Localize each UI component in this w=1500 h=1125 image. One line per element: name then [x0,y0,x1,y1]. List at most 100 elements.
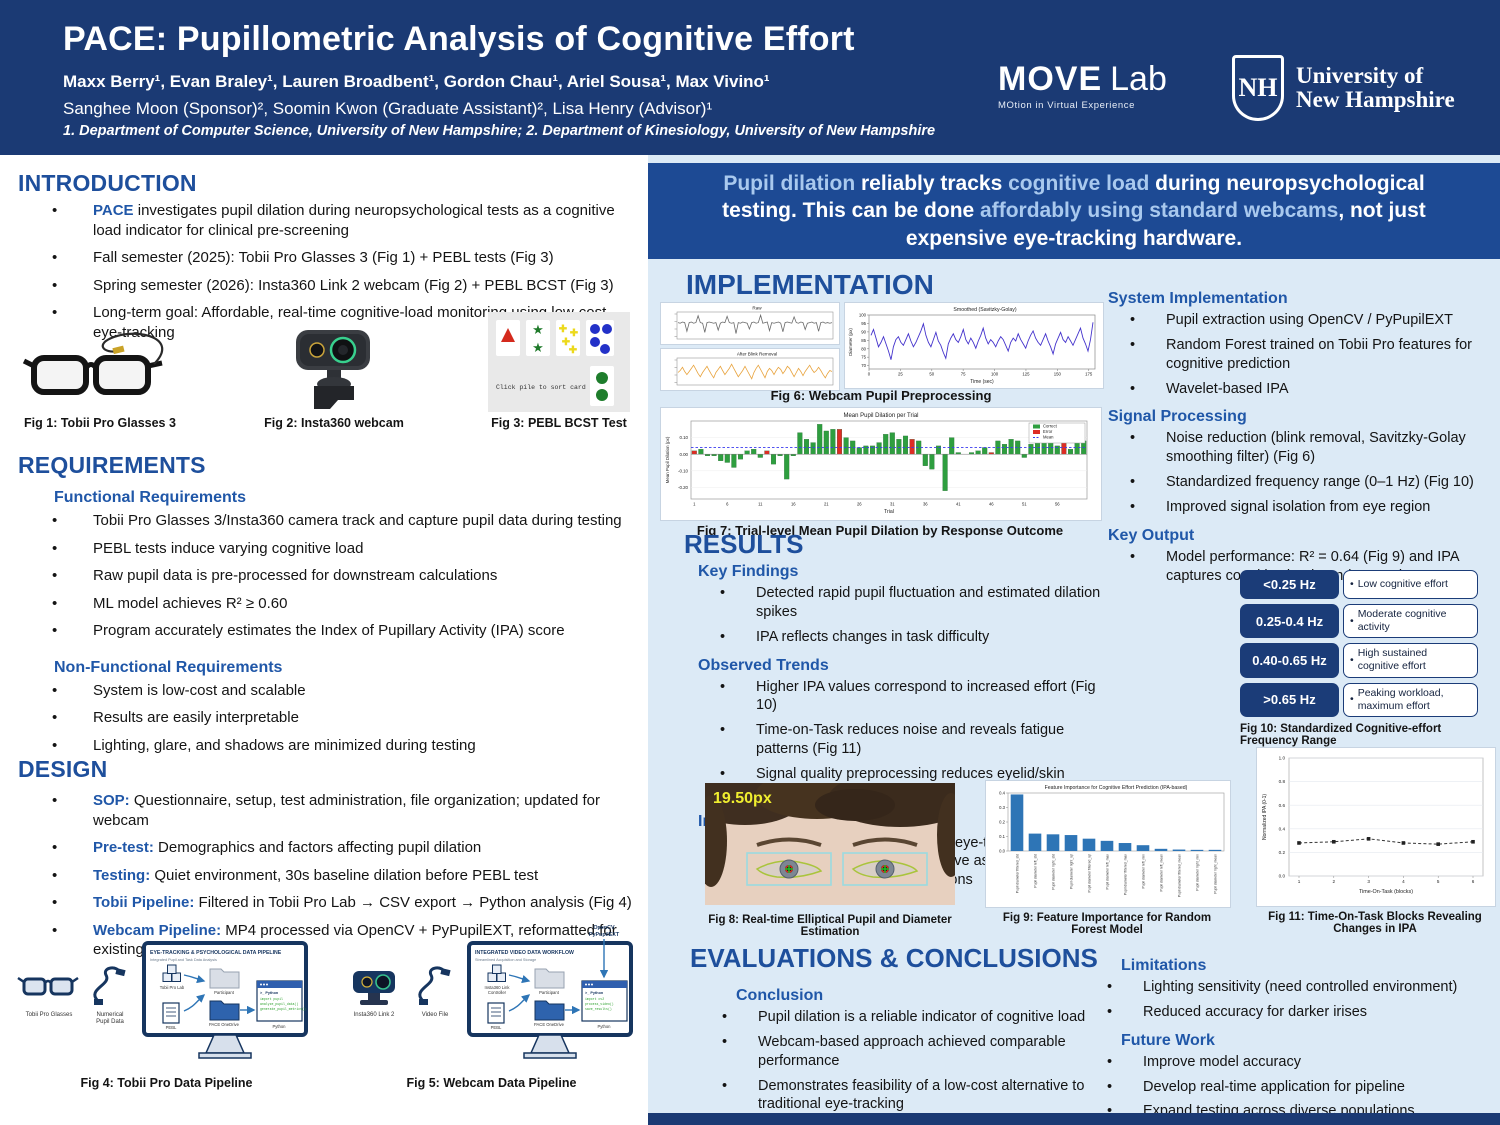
key-output-heading: Key Output [1108,526,1195,544]
limitations-block: Limitations Lighting sensitivity (need c… [1085,947,1490,1125]
system-impl-item: Wavelet-based IPA [1108,380,1496,399]
design-bullet: Tobii Pipeline: Filtered in Tobii Pro La… [18,893,640,913]
trend-item: Time-on-Task reduces noise and reveals f… [698,721,1108,759]
frequency-row: <0.25 Hz • Low cognitive effort [1240,570,1478,599]
intro-figures-row: Fig 1: Tobii Pro Glasses 3 Fig 2: Insta3… [20,312,630,430]
svg-text:✚: ✚ [562,337,571,348]
design-bullet: SOP: Questionnaire, setup, test administ… [18,791,640,830]
bottom-accent-bar [648,1113,1500,1125]
observed-trends-heading: Observed Trends [698,656,829,674]
svg-text:6: 6 [726,502,729,507]
functional-req-item: ML model achieves R² ≥ 0.60 [18,594,640,614]
svg-text:Python: Python [272,1024,286,1029]
svg-text:85: 85 [861,338,866,343]
svg-text:-0.20: -0.20 [678,485,689,490]
conclusion-item: Pupil dilation is a reliable indicator o… [700,1008,1090,1027]
key-statement-text: Pupil dilation reliably tracks cognitive… [722,172,1426,250]
svg-text:-0.10: -0.10 [678,468,689,473]
svg-text:Pupil diameter left_std: Pupil diameter left_std [1033,854,1037,888]
movelab-logo: MOVE Lab MOtion in Virtual Experience [998,60,1167,111]
svg-text:Pupil diameter filtered_mean: Pupil diameter filtered_mean [1177,854,1181,897]
svg-text:1: 1 [1298,879,1301,884]
frequency-desc: • Moderate cognitive activity [1343,604,1478,639]
svg-text:Participant: Participant [214,990,235,995]
fig4-caption: Fig 4: Tobii Pro Data Pipeline [80,1076,253,1090]
future-work-item: Improve model accuracy [1085,1053,1490,1072]
fig7-trial-dilation-chart: Mean Pupil Dilation per Trial -0.20 -0.10 0… [660,407,1102,521]
svg-text:import pupil: import pupil [260,997,283,1001]
unh-logo: NH University of New Hampshire [1232,55,1455,121]
requirements-heading: REQUIREMENTS [18,452,206,478]
tobii-glasses-image [22,332,164,395]
svg-text:95: 95 [861,321,866,326]
nonfunctional-req-heading: Non-Functional Requirements [54,658,283,676]
header-banner: PACE: Pupillometric Analysis of Cognitiv… [0,0,1500,155]
fig8-caption: Fig 8: Real-time Elliptical Pupil and Di… [708,914,952,938]
svg-text:Pupil diameter left_min: Pupil diameter left_min [1141,854,1145,889]
svg-text:26: 26 [857,502,862,507]
signal-item: Standardized frequency range (0–1 Hz) (F… [1108,473,1496,492]
functional-req-item: Program accurately estimates the Index o… [18,621,640,641]
pipeline-figures-row: Tobii Pro Glasses Numerical Pupil Data EYE-… [14,921,644,1090]
svg-text:41: 41 [956,502,961,507]
signal-processing-heading: Signal Processing [1108,408,1247,426]
svg-text:Pupil diameter filtered_max: Pupil diameter filtered_max [1123,854,1127,895]
svg-text:75: 75 [861,355,866,360]
key-finding-item: Detected rapid pupil fluctuation and est… [698,584,1108,622]
system-impl-item: Random Forest trained on Tobii Pro featu… [1108,336,1496,374]
svg-text:✚: ✚ [559,324,568,335]
svg-text:process_video(): process_video() [585,1002,614,1006]
fig5-block: Insta360 Link 2 Video File INTEGRATED VIDE… [339,921,644,1090]
fig11-caption: Fig 11: Time-On-Task Blocks Revealing Ch… [1268,911,1482,935]
frequency-row: 0.40-0.65 Hz • High sustained cognitive e… [1240,643,1478,678]
svg-text:100: 100 [991,372,999,377]
svg-text:Pupil diameter left_max: Pupil diameter left_max [1105,854,1109,890]
svg-text:0.0: 0.0 [999,849,1005,854]
frequency-desc: • Low cognitive effort [1343,570,1478,599]
nonfunctional-req-item: Results are easily interpretable [18,708,640,728]
svg-text:0.00: 0.00 [679,452,688,457]
svg-text:PACE OneDrive: PACE OneDrive [209,1022,240,1027]
conclusion-item: Demonstrates feasibility of a low-cost a… [700,1077,1090,1115]
fig4-block: Tobii Pro Glasses Numerical Pupil Data EYE-… [14,921,319,1090]
movelab-tagline: MOtion in Virtual Experience [998,100,1136,111]
fig11-time-on-task-figure: 0.0 0.2 0.4 0.6 0.8 1.0 1 2 3 4 5 6 Time-On-Task (bl… [1256,747,1496,935]
design-bullet: Testing: Quiet environment, 30s baseline… [18,866,640,886]
tobii-pipeline-diagram: Tobii Pro Glasses Numerical Pupil Data EYE-… [14,921,319,1076]
svg-text:0.2: 0.2 [999,820,1005,825]
svg-text:Controller: Controller [488,990,507,995]
svg-text:Video File: Video File [422,1012,449,1018]
functional-req-item: PEBL tests induce varying cognitive load [18,539,640,559]
design-heading: DESIGN [18,756,108,782]
limitation-item: Lighting sensitivity (need controlled en… [1085,978,1490,997]
svg-text:4: 4 [1402,879,1405,884]
svg-text:36: 36 [923,502,928,507]
svg-text:Pupil Data: Pupil Data [96,1019,124,1025]
functional-req-item: Tobii Pro Glasses 3/Insta360 camera trac… [18,511,640,531]
svg-text:80: 80 [861,346,866,351]
svg-text:✚: ✚ [570,328,579,339]
svg-text:PEBL: PEBL [491,1025,502,1030]
svg-text:0.1: 0.1 [999,834,1005,839]
svg-text:56: 56 [1055,502,1060,507]
intro-bullet: Spring semester (2026): Insta360 Link 2 … [18,276,638,296]
svg-text:>_ Python: >_ Python [585,991,604,995]
svg-text:50: 50 [929,372,934,377]
key-statement-banner: Pupil dilation reliably tracks cognitive… [648,163,1500,259]
svg-text:Pupil diameter right_mean: Pupil diameter right_mean [1213,854,1217,894]
system-implementation-heading: System Implementation [1108,290,1288,307]
fig1-caption: Fig 1: Tobii Pro Glasses 3 [24,416,176,430]
svg-text:After Blink Removal: After Blink Removal [737,352,777,357]
svg-text:0.4: 0.4 [999,791,1005,796]
svg-text:3: 3 [1367,879,1370,884]
svg-text:0.3: 0.3 [999,805,1005,810]
svg-text:25: 25 [898,372,903,377]
svg-text:Numerical: Numerical [96,1012,123,1018]
svg-text:0: 0 [868,372,871,377]
functional-req-item: Raw pupil data is pre-processed for down… [18,566,640,586]
fig8-pupil-estimation-figure: 19.50px Fig 8: Real-time Elliptical Pupi… [687,771,972,938]
evaluations-heading: EVALUATIONS & CONCLUSIONS [690,943,1098,973]
intro-bullet: Fall semester (2025): Tobii Pro Glasses … [18,248,638,268]
limitations-heading: Limitations [1121,957,1207,974]
svg-text:16: 16 [791,502,796,507]
